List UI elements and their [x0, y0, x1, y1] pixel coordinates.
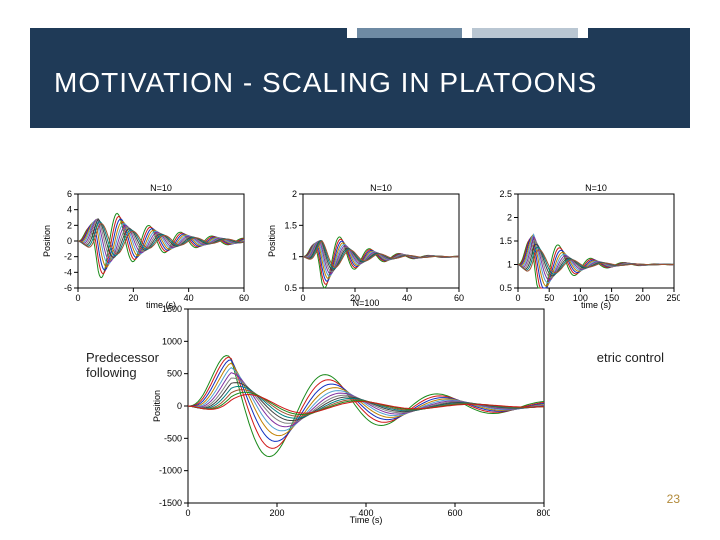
svg-text:Time (s): Time (s) — [350, 515, 383, 525]
svg-text:N=10: N=10 — [150, 183, 172, 193]
svg-text:1.5: 1.5 — [499, 236, 512, 246]
svg-text:2: 2 — [67, 220, 72, 230]
top-color-strip — [30, 28, 690, 38]
svg-text:0: 0 — [75, 293, 80, 303]
svg-text:-4: -4 — [64, 267, 72, 277]
svg-text:0: 0 — [185, 508, 190, 518]
svg-text:-1500: -1500 — [159, 498, 182, 508]
label-predecessor-following: Predecessor following — [86, 350, 159, 380]
svg-text:Position: Position — [42, 225, 52, 257]
svg-text:N=10: N=10 — [370, 183, 392, 193]
svg-text:1: 1 — [507, 260, 512, 270]
svg-text:-1000: -1000 — [159, 466, 182, 476]
svg-text:-6: -6 — [64, 283, 72, 293]
svg-text:500: 500 — [167, 369, 182, 379]
label-line1: Predecessor — [86, 350, 159, 365]
svg-text:2: 2 — [292, 189, 297, 199]
chart-N=10: 0204060-6-4-20246N=10time (s)Position — [40, 180, 250, 310]
svg-text:-2: -2 — [64, 252, 72, 262]
svg-text:2: 2 — [507, 213, 512, 223]
svg-text:6: 6 — [67, 189, 72, 199]
label-etric-control: etric control — [597, 350, 664, 365]
svg-text:250: 250 — [666, 293, 680, 303]
page-title: MOTIVATION - SCALING IN PLATOONS — [54, 67, 597, 99]
svg-text:200: 200 — [635, 293, 650, 303]
svg-text:800: 800 — [536, 508, 550, 518]
svg-text:1000: 1000 — [162, 336, 182, 346]
svg-text:-500: -500 — [164, 433, 182, 443]
svg-text:1500: 1500 — [162, 304, 182, 314]
charts-area: 0204060-6-4-20246N=10time (s)Position020… — [40, 180, 690, 510]
chart-N=100: 0200400600800-1500-1000-500050010001500N… — [150, 295, 550, 525]
svg-text:4: 4 — [67, 205, 72, 215]
svg-text:Position: Position — [152, 390, 162, 422]
svg-text:0.5: 0.5 — [284, 283, 297, 293]
svg-text:0.5: 0.5 — [499, 283, 512, 293]
title-panel: MOTIVATION - SCALING IN PLATOONS — [30, 38, 690, 128]
svg-text:time (s): time (s) — [581, 300, 611, 310]
svg-text:N=10: N=10 — [585, 183, 607, 193]
svg-text:600: 600 — [447, 508, 462, 518]
page-number: 23 — [667, 492, 680, 506]
chart-N=10: 02040600.511.52N=10Position — [265, 180, 465, 310]
svg-text:20: 20 — [128, 293, 138, 303]
svg-text:1.5: 1.5 — [284, 220, 297, 230]
label-line2: following — [86, 365, 159, 380]
svg-text:2.5: 2.5 — [499, 189, 512, 199]
svg-text:0: 0 — [177, 401, 182, 411]
svg-text:Position: Position — [267, 225, 277, 257]
svg-text:0: 0 — [67, 236, 72, 246]
svg-text:200: 200 — [269, 508, 284, 518]
svg-text:N=100: N=100 — [353, 298, 380, 308]
chart-N=10: 0501001502002500.511.522.5N=10time (s) — [480, 180, 680, 310]
svg-text:1: 1 — [292, 252, 297, 262]
